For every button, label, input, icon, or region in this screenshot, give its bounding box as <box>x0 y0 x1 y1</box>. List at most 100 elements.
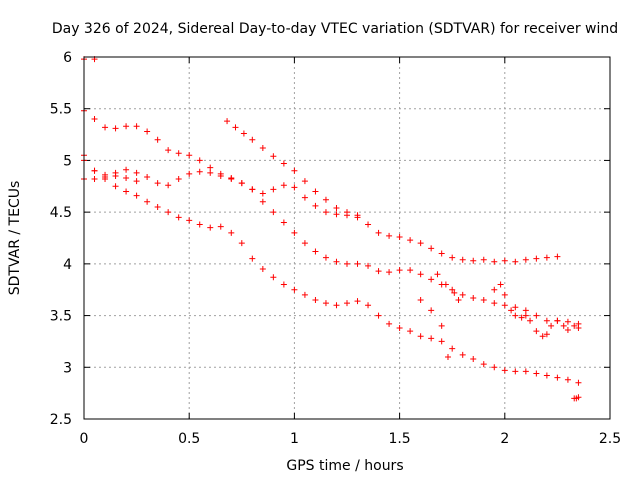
data-point <box>301 291 308 298</box>
data-point <box>144 173 151 180</box>
data-point <box>280 219 287 226</box>
data-point <box>428 335 435 342</box>
data-point <box>312 188 319 195</box>
data-point <box>186 170 193 177</box>
data-point <box>322 254 329 261</box>
data-point <box>533 255 540 262</box>
x-axis-label: GPS time / hours <box>286 458 403 474</box>
x-tick-label: 0.5 <box>178 431 200 447</box>
data-point <box>270 186 277 193</box>
data-point <box>165 209 172 216</box>
data-point <box>228 229 235 236</box>
data-point <box>91 167 98 174</box>
data-point <box>455 297 462 304</box>
data-point <box>112 125 119 132</box>
data-point <box>491 258 498 265</box>
data-point <box>407 328 414 335</box>
data-point <box>501 302 508 309</box>
data-point <box>312 202 319 209</box>
data-point <box>497 281 504 288</box>
data-point <box>560 322 567 329</box>
y-tick-label: 5.5 <box>50 102 72 118</box>
data-point <box>512 368 519 375</box>
data-point <box>501 291 508 298</box>
data-point <box>480 297 487 304</box>
x-tick-label: 2 <box>500 431 509 447</box>
x-tick-label: 2.5 <box>599 431 621 447</box>
y-tick-label: 4.5 <box>50 205 72 221</box>
data-point <box>186 217 193 224</box>
data-point <box>564 376 571 383</box>
data-point <box>133 123 140 130</box>
data-point <box>386 232 393 239</box>
data-point <box>522 312 529 319</box>
x-tick-label: 0 <box>80 431 89 447</box>
data-point <box>91 116 98 123</box>
data-point <box>522 256 529 263</box>
x-tick-label: 1.5 <box>388 431 410 447</box>
data-point <box>564 318 571 325</box>
data-point <box>434 271 441 278</box>
data-point <box>470 356 477 363</box>
data-point <box>554 253 561 260</box>
data-point <box>291 167 298 174</box>
y-tick-label: 5 <box>63 153 72 169</box>
data-point <box>207 224 214 231</box>
data-point <box>375 268 382 275</box>
data-point <box>133 169 140 176</box>
data-point <box>543 254 550 261</box>
data-point <box>186 152 193 159</box>
data-point <box>154 203 161 210</box>
data-point <box>451 289 458 296</box>
data-point <box>459 291 466 298</box>
data-point <box>444 353 451 360</box>
data-point <box>407 267 414 274</box>
data-point <box>196 168 203 175</box>
data-point <box>396 233 403 240</box>
data-point <box>165 182 172 189</box>
data-point <box>575 379 582 386</box>
series-track-d <box>81 157 582 386</box>
data-point <box>365 262 372 269</box>
data-point <box>291 286 298 293</box>
x-tick-labels: 0 0.5 1 1.5 2 2.5 <box>80 431 622 447</box>
data-point <box>291 184 298 191</box>
series-track-f <box>224 118 361 219</box>
data-point <box>554 374 561 381</box>
gridlines <box>84 57 610 419</box>
data-point <box>333 205 340 212</box>
data-point <box>232 124 239 131</box>
data-point <box>449 286 456 293</box>
data-point <box>438 322 445 329</box>
data-point <box>133 192 140 199</box>
data-point <box>238 180 245 187</box>
data-point <box>175 214 182 221</box>
y-axis-label: SDTVAR / TECUs <box>7 181 23 296</box>
data-point <box>165 147 172 154</box>
data-point <box>470 257 477 264</box>
data-point <box>344 300 350 307</box>
data-point <box>396 324 403 331</box>
data-point <box>575 394 582 401</box>
data-point <box>470 294 477 301</box>
data-point <box>249 136 256 143</box>
data-point <box>522 307 529 314</box>
data-point <box>375 312 382 319</box>
data-point <box>459 256 466 263</box>
data-point <box>491 286 498 293</box>
data-point <box>322 300 329 307</box>
data-point <box>133 178 140 185</box>
data-point <box>501 367 508 374</box>
series-track-e <box>81 172 140 185</box>
data-point <box>438 338 445 345</box>
data-point <box>543 317 550 324</box>
data-point <box>217 172 224 179</box>
data-point <box>491 364 498 371</box>
data-point <box>396 267 403 274</box>
data-point <box>354 212 361 219</box>
data-point <box>154 136 161 143</box>
data-point <box>259 190 266 197</box>
data-point <box>459 351 466 358</box>
data-point <box>301 178 308 185</box>
